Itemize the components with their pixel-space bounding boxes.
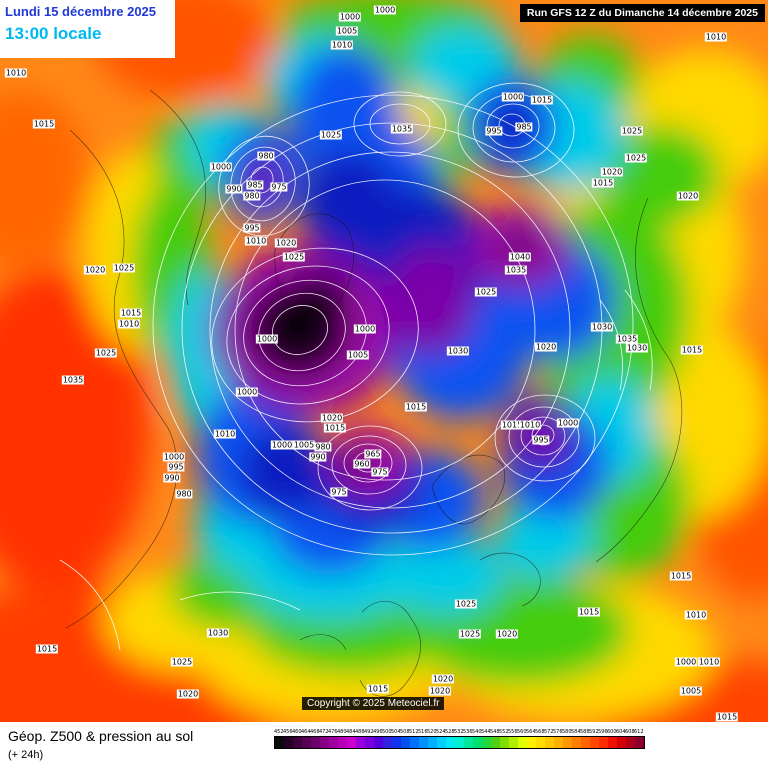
footer: Géop. Z500 & pression au sol (+ 24h) 452…: [0, 722, 768, 768]
colorbar-value: 536: [463, 729, 473, 735]
colorbar-value: 488: [355, 729, 365, 735]
colorbar-cells: [274, 736, 645, 749]
colorbar-swatch: [410, 737, 419, 748]
colorbar-swatch: [518, 737, 527, 748]
colorbar-value: 560: [517, 729, 527, 735]
coastlines: [65, 89, 683, 697]
geopotential-field-svg: [0, 0, 768, 722]
colorbar-swatch: [275, 737, 284, 748]
colorbar-swatch: [626, 737, 635, 748]
colorbar-swatch: [545, 737, 554, 748]
colorbar-value: 612: [634, 729, 644, 735]
colorbar-value: 500: [382, 729, 392, 735]
colorbar-swatch: [617, 737, 626, 748]
colorbar-swatch: [608, 737, 617, 748]
colorbar-swatch: [563, 737, 572, 748]
colorbar-value: 496: [373, 729, 383, 735]
colorbar-value: 524: [436, 729, 446, 735]
colorbar-value: 604: [616, 729, 626, 735]
colorbar-value: 520: [427, 729, 437, 735]
colorbar-value: 584: [571, 729, 581, 735]
colorbar-value: 468: [310, 729, 320, 735]
colorbar-swatch: [599, 737, 608, 748]
colorbar-values: 452 456 460 464 468 472 476 480 484 488 492 496 500 5…: [274, 729, 645, 736]
colorbar-value: 452: [274, 729, 284, 735]
colorbar-value: 528: [445, 729, 455, 735]
colorbar-value: 588: [580, 729, 590, 735]
colorbar-value: 596: [598, 729, 608, 735]
colorbar-value: 580: [562, 729, 572, 735]
colorbar-value: 600: [607, 729, 617, 735]
colorbar-swatch: [302, 737, 311, 748]
colorbar-swatch: [437, 737, 446, 748]
colorbar-swatch: [446, 737, 455, 748]
colorbar-swatch: [464, 737, 473, 748]
colorbar-swatch: [491, 737, 500, 748]
colorbar-swatch: [473, 737, 482, 748]
colorbar-value: 512: [409, 729, 419, 735]
colorbar-swatch: [374, 737, 383, 748]
colorbar-swatch: [554, 737, 563, 748]
colorbar-value: 456: [283, 729, 293, 735]
colorbar-swatch: [284, 737, 293, 748]
colorbar-swatch: [428, 737, 437, 748]
colorbar-swatch: [338, 737, 347, 748]
colorbar-swatch: [311, 737, 320, 748]
colorbar-value: 564: [526, 729, 536, 735]
colorbar-value: 544: [481, 729, 491, 735]
colorbar-value: 568: [535, 729, 545, 735]
valid-date: Lundi 15 décembre 2025: [5, 4, 157, 19]
colorbar-value: 460: [292, 729, 302, 735]
colorbar-value: 508: [400, 729, 410, 735]
colorbar-value: 480: [337, 729, 347, 735]
colorbar-value: 556: [508, 729, 518, 735]
colorbar-value: 484: [346, 729, 356, 735]
colorbar-swatch: [320, 737, 329, 748]
colorbar-swatch: [590, 737, 599, 748]
colorbar: 452 456 460 464 468 472 476 480 484 488 492 496 500 5…: [274, 729, 645, 749]
colorbar-value: 540: [472, 729, 482, 735]
colorbar-swatch: [482, 737, 491, 748]
colorbar-swatch: [383, 737, 392, 748]
map-title: Géop. Z500 & pression au sol: [8, 728, 194, 744]
colorbar-swatch: [581, 737, 590, 748]
colorbar-swatch: [365, 737, 374, 748]
valid-time: 13:00 locale: [5, 24, 102, 43]
colorbar-swatch: [635, 737, 644, 748]
colorbar-swatch: [347, 737, 356, 748]
colorbar-value: 576: [553, 729, 563, 735]
isobar-contours: [59, 82, 653, 651]
colorbar-swatch: [527, 737, 536, 748]
colorbar-value: 504: [391, 729, 401, 735]
colorbar-swatch: [509, 737, 518, 748]
weather-map: 1000 1000 1005 1010 1010 1010 1015 1000 1015 995 9…: [0, 0, 768, 722]
colorbar-swatch: [536, 737, 545, 748]
colorbar-value: 552: [499, 729, 509, 735]
colorbar-value: 492: [364, 729, 374, 735]
colorbar-value: 476: [328, 729, 338, 735]
colorbar-swatch: [392, 737, 401, 748]
colorbar-swatch: [401, 737, 410, 748]
colorbar-value: 572: [544, 729, 554, 735]
colorbar-swatch: [455, 737, 464, 748]
colorbar-value: 516: [418, 729, 428, 735]
forecast-lead-time: (+ 24h): [8, 749, 44, 761]
colorbar-swatch: [329, 737, 338, 748]
colorbar-swatch: [572, 737, 581, 748]
colorbar-swatch: [500, 737, 509, 748]
colorbar-swatch: [356, 737, 365, 748]
colorbar-value: 592: [589, 729, 599, 735]
colorbar-swatch: [419, 737, 428, 748]
colorbar-value: 532: [454, 729, 464, 735]
colorbar-value: 464: [301, 729, 311, 735]
model-run-info: Run GFS 12 Z du Dimanche 14 décembre 202…: [519, 4, 765, 22]
colorbar-value: 548: [490, 729, 500, 735]
colorbar-swatch: [293, 737, 302, 748]
colorbar-value: 608: [625, 729, 635, 735]
validity-box: Lundi 15 décembre 2025 13:00 locale: [0, 0, 175, 58]
copyright: Copyright © 2025 Meteociel.fr: [302, 697, 445, 710]
colorbar-value: 472: [319, 729, 329, 735]
